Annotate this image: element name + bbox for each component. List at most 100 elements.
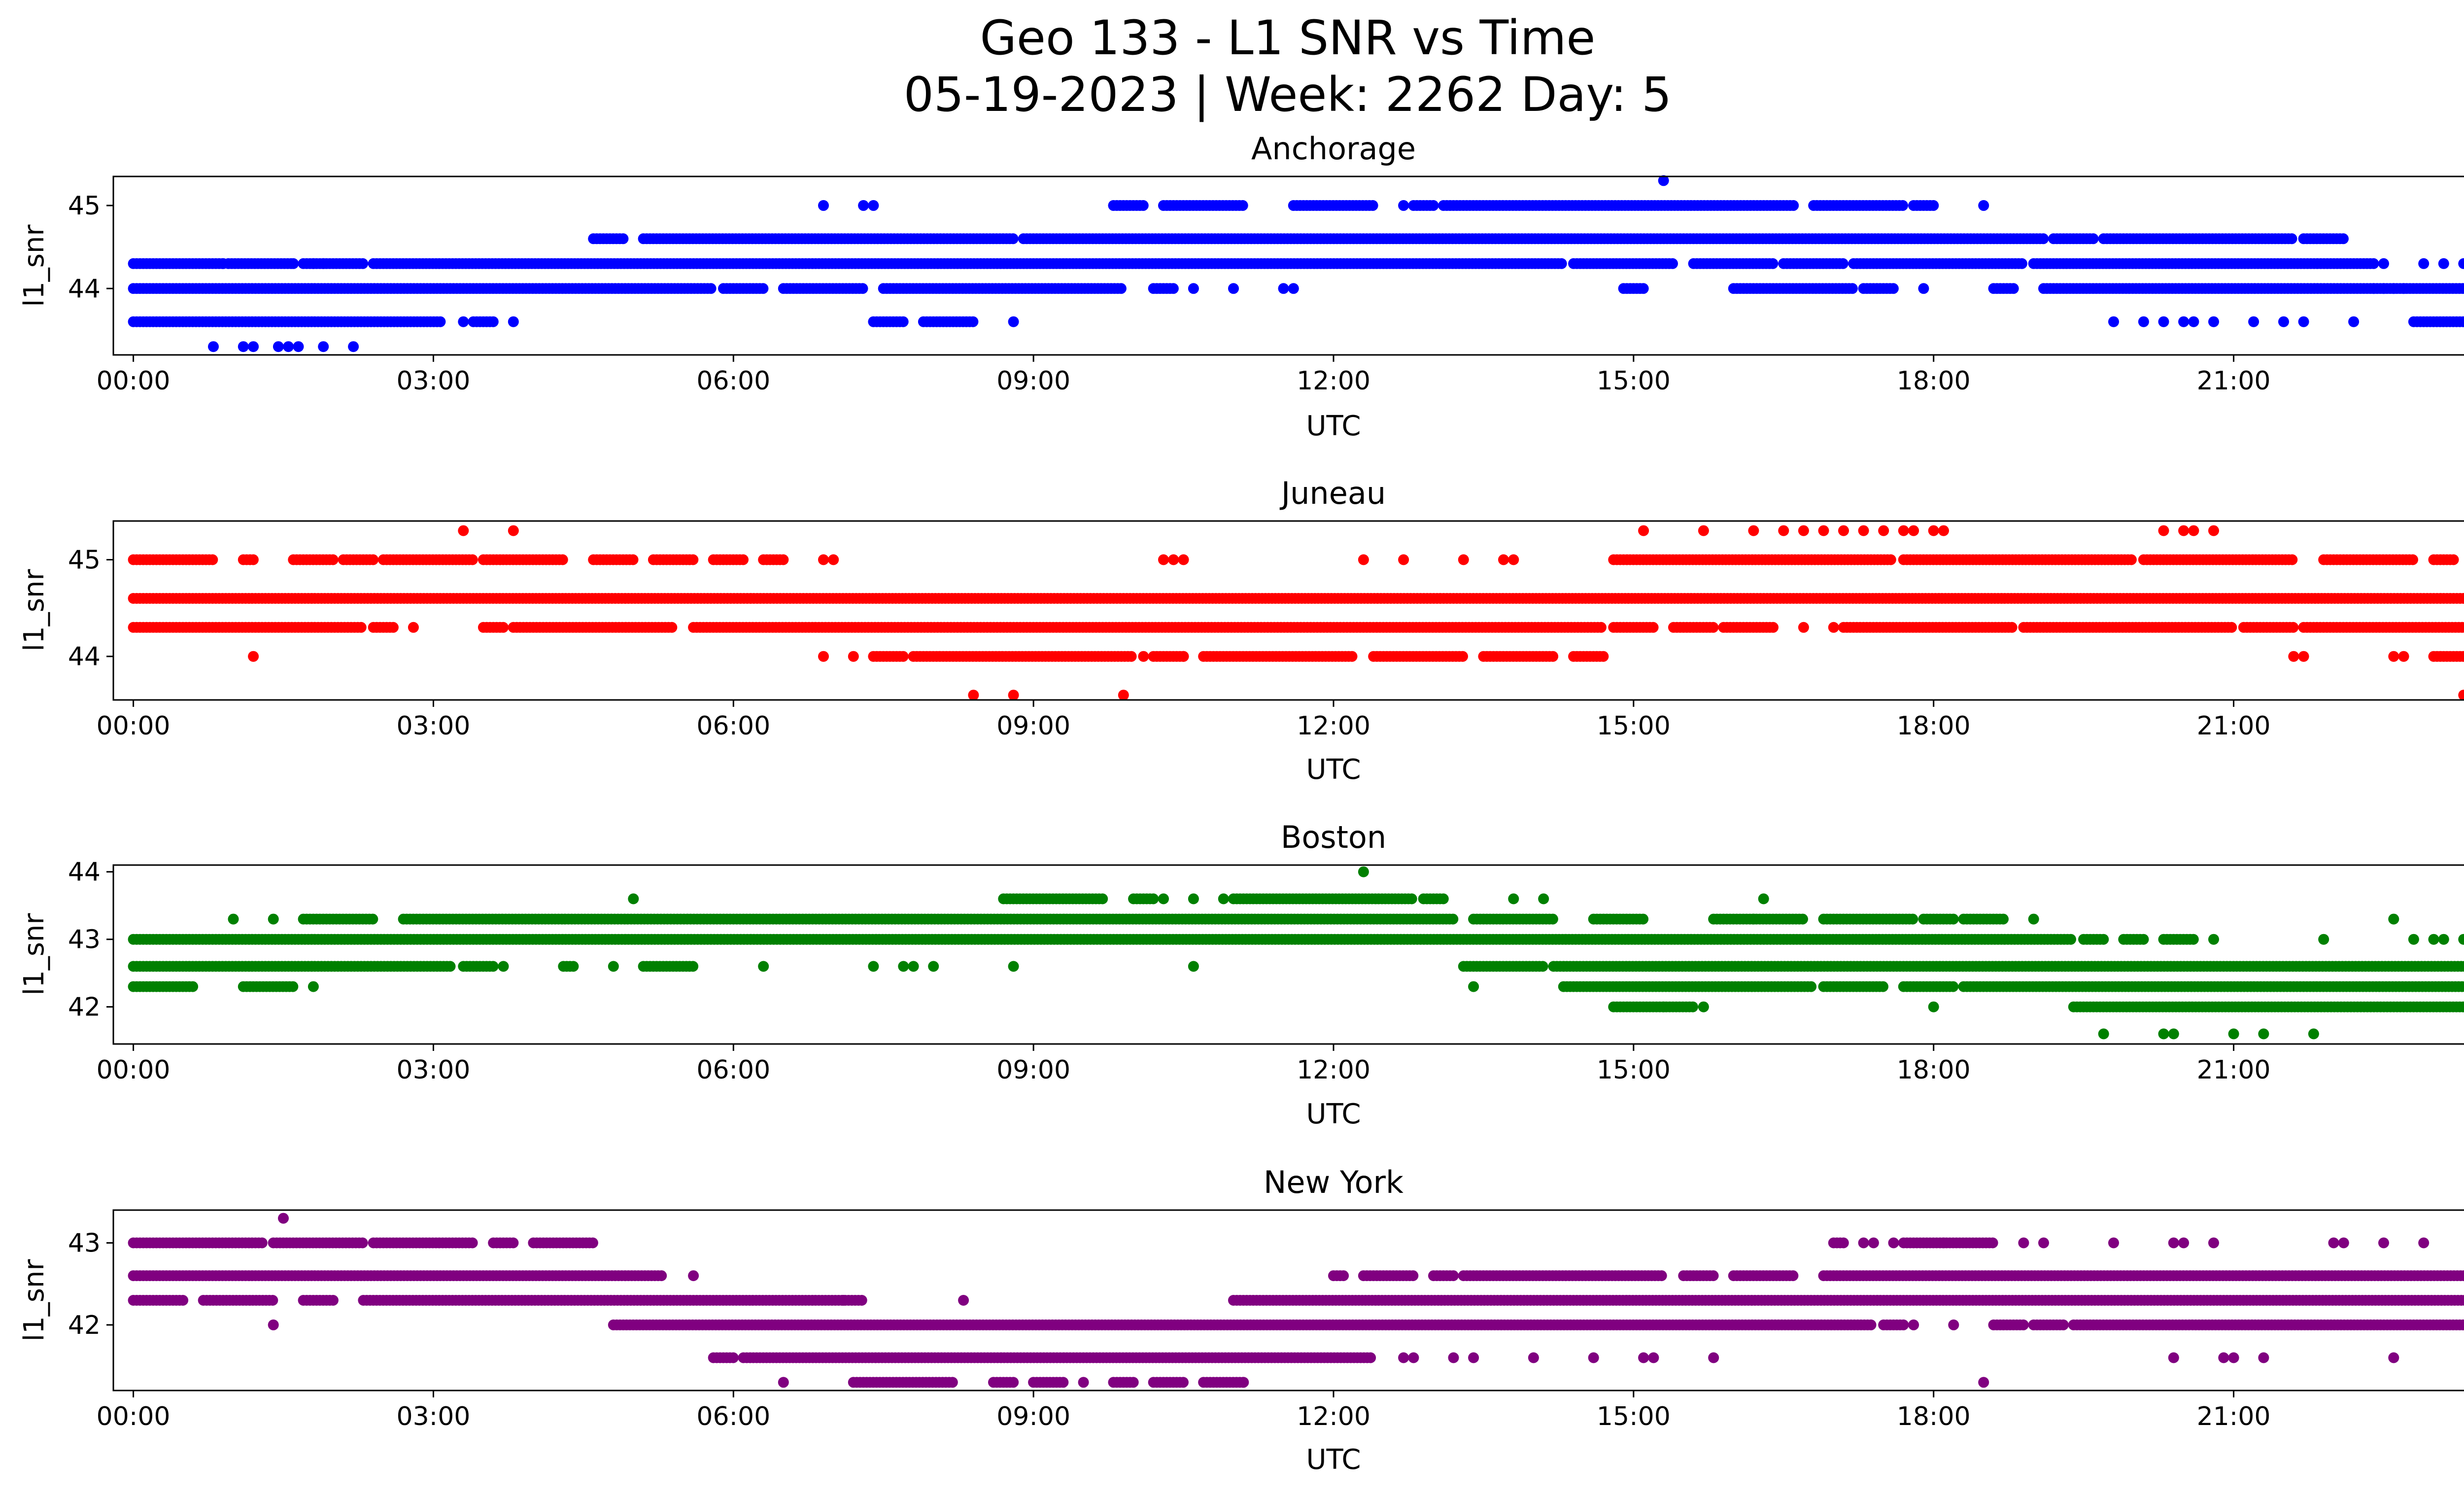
data-point (2461, 283, 2464, 294)
data-point (1887, 283, 1899, 294)
subplot-title: Anchorage (1251, 131, 1416, 167)
scatter-points (128, 525, 2464, 701)
x-axis-ticks: 00:00 03:00 06:00 09:00 12:00 15:00 18:00 21:00… (97, 355, 2271, 396)
data-point (1458, 554, 1469, 565)
data-point (327, 554, 339, 565)
data-point (1228, 283, 1239, 294)
data-point (1847, 283, 1858, 294)
x-tick-label: 12:00 (1297, 711, 1370, 741)
x-tick-label: 09:00 (996, 711, 1070, 741)
data-point (2407, 554, 2418, 565)
data-point (757, 283, 769, 294)
data-point (1708, 622, 1719, 633)
x-tick-label: 12:00 (1297, 366, 1370, 396)
x-tick-label: 09:00 (996, 366, 1070, 396)
data-point (2286, 233, 2297, 244)
data-point (1698, 525, 1709, 536)
data-point (1748, 525, 1759, 536)
data-point (248, 341, 259, 352)
data-point (778, 554, 789, 565)
x-tick-label: 18:00 (1897, 366, 1971, 396)
data-point (1237, 200, 1248, 211)
data-point (1288, 283, 1299, 294)
data-point (1638, 283, 1649, 294)
data-point (2088, 233, 2099, 244)
data-point (1457, 651, 1468, 662)
y-axis-label: l1_snr (18, 569, 50, 652)
data-point (617, 233, 629, 244)
data-point (1178, 554, 1189, 565)
data-point (2125, 554, 2137, 565)
data-point (2138, 934, 2149, 945)
data-point (283, 341, 294, 352)
x-tick-label: 15:00 (1597, 711, 1671, 741)
data-point (273, 341, 284, 352)
data-point (2138, 316, 2149, 327)
x-tick-label: 21:00 (2197, 366, 2271, 396)
data-point (1178, 651, 1189, 662)
data-point (818, 554, 829, 565)
data-point (1346, 651, 1358, 662)
data-point (458, 316, 469, 327)
x-tick-label: 06:00 (696, 711, 770, 741)
x-tick-label: 03:00 (397, 366, 471, 396)
y-tick-label: 45 (68, 191, 101, 221)
x-tick-label: 06:00 (696, 366, 770, 396)
data-point (357, 258, 369, 269)
x-tick-label: 21:00 (2197, 711, 2271, 741)
data-point (1138, 651, 1149, 662)
data-point (2398, 283, 2409, 294)
data-point (705, 283, 717, 294)
x-axis-label: UTC (1306, 410, 1361, 442)
data-point (2188, 316, 2199, 327)
data-point (1167, 283, 1179, 294)
x-tick-label: 15:00 (1597, 366, 1671, 396)
data-point (1878, 525, 1889, 536)
data-point (348, 341, 359, 352)
data-point (2368, 283, 2379, 294)
data-point (738, 554, 749, 565)
data-point (1137, 200, 1149, 211)
data-point (435, 316, 446, 327)
x-tick-label: 03:00 (397, 711, 471, 741)
data-point (2208, 316, 2219, 327)
data-point (1008, 690, 1019, 701)
data-point (1428, 200, 1439, 211)
data-point (2188, 525, 2199, 536)
data-point (308, 258, 319, 269)
x-axis-ticks: 00:00 03:00 06:00 09:00 12:00 15:00 18:00 21:00… (97, 700, 2271, 741)
data-point (2208, 525, 2219, 536)
data-point (2288, 622, 2299, 633)
data-point (2178, 525, 2190, 536)
data-point (2458, 690, 2464, 701)
data-point (2287, 554, 2298, 565)
data-point (2158, 525, 2169, 536)
data-point (1938, 525, 1949, 536)
data-point (2038, 233, 2049, 244)
data-point (487, 961, 499, 972)
data-point (1858, 525, 1869, 536)
subplot-anchorage: Anchorage 00:00 03:00 06:00 09:00 12:00 15:00… (18, 131, 2464, 442)
data-point (2188, 934, 2199, 945)
data-point (1498, 554, 1509, 565)
data-point (2278, 316, 2289, 327)
data-point (368, 554, 379, 565)
data-point (2388, 651, 2399, 662)
data-point (666, 622, 678, 633)
data-point (1908, 525, 1919, 536)
y-axis-label: l1_snr (18, 224, 50, 307)
data-point (1537, 961, 1548, 972)
data-point (1897, 200, 1908, 211)
data-point (408, 622, 419, 633)
data-point (687, 961, 699, 972)
data-point (968, 690, 979, 701)
data-point (1126, 651, 1137, 662)
data-point (1115, 283, 1127, 294)
data-point (2108, 316, 2119, 327)
data-point (1595, 622, 1607, 633)
data-point (2398, 651, 2409, 662)
data-point (1837, 258, 1848, 269)
data-point (1885, 554, 1896, 565)
data-point (445, 961, 456, 972)
